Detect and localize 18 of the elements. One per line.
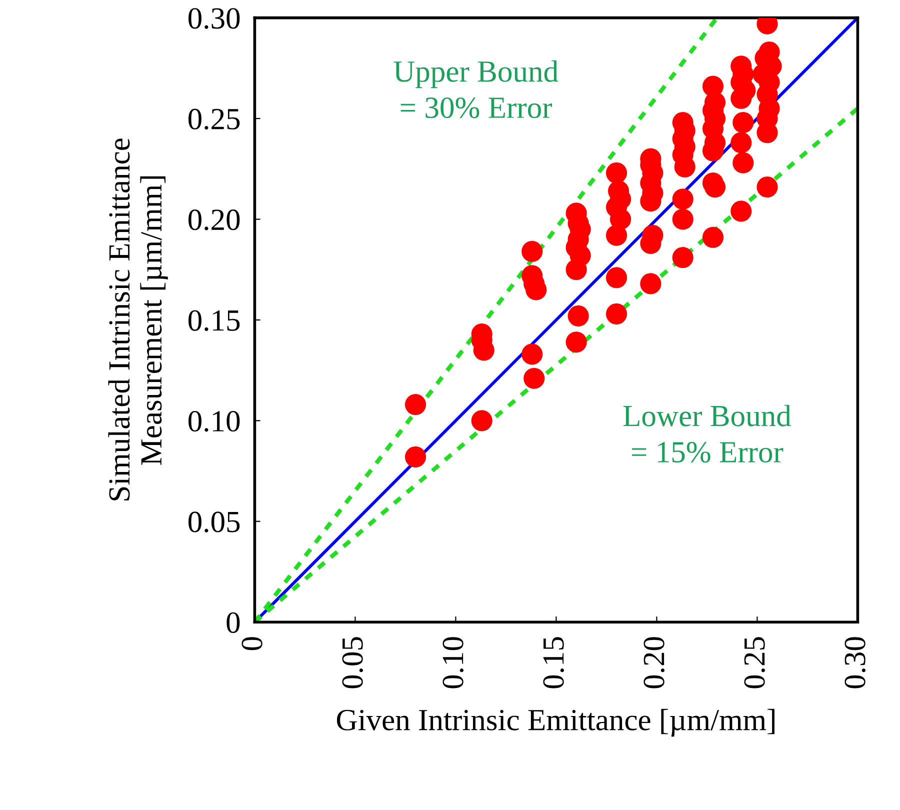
x-tick-label: 0.15: [543, 637, 564, 688]
y-tick-label: 0.05: [188, 512, 240, 532]
x-tick-label: 0.05: [342, 637, 363, 688]
annotation: Upper Bound = 30% Error: [394, 60, 558, 118]
y-tick-label: 0.30: [188, 8, 240, 29]
y-axis-title: Simulated Intrinsic Emittance Measurement [µm/mm]: [108, 138, 168, 500]
x-tick-label: 0.10: [442, 637, 464, 688]
y-tick-label: 0.25: [188, 108, 240, 130]
y-tick-label: 0: [226, 612, 240, 633]
annotation: Lower Bound = 15% Error: [623, 404, 792, 463]
y-tick-label: 0.20: [188, 210, 240, 230]
x-tick-label: 0.30: [844, 637, 866, 688]
y-tick-label: 0.15: [188, 310, 240, 331]
x-axis-title: Given Intrinsic Emittance [µm/mm]: [336, 708, 774, 737]
x-tick-label: 0: [242, 637, 262, 650]
x-tick-label: 0.25: [744, 637, 765, 688]
y-tick-label: 0.10: [188, 410, 240, 432]
x-tick-label: 0.20: [644, 637, 664, 688]
